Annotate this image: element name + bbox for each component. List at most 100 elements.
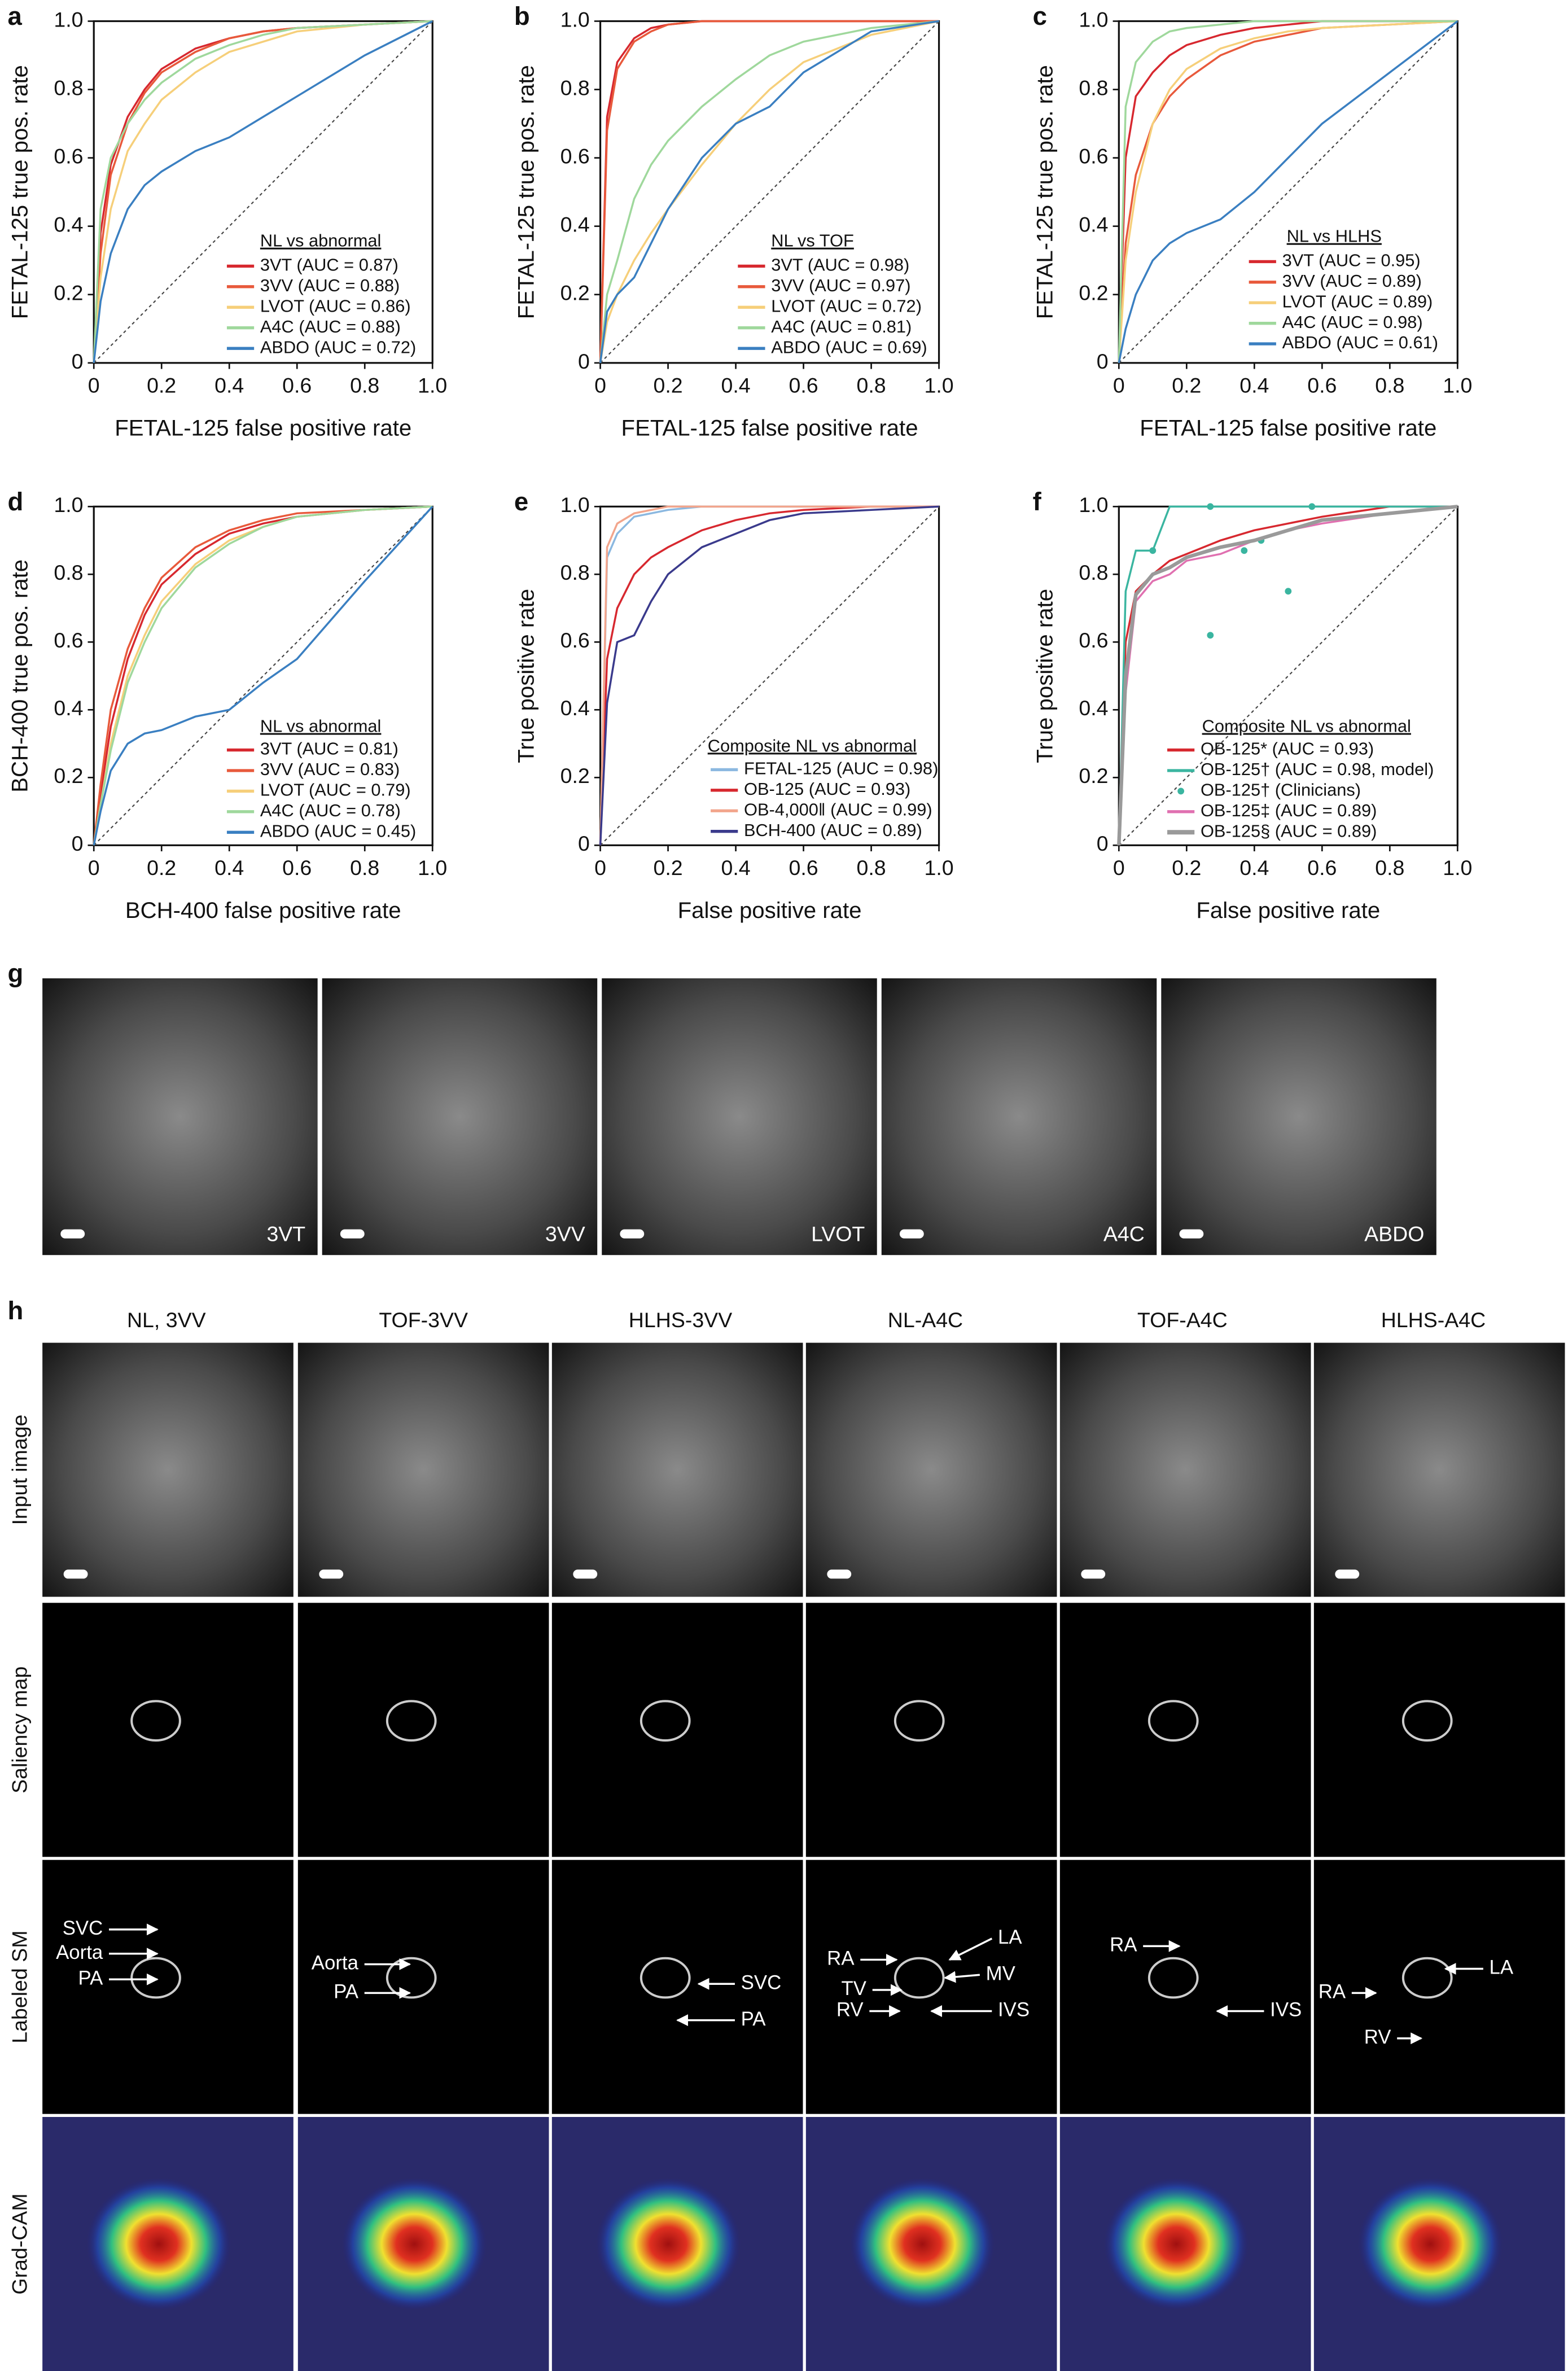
scale-bar bbox=[1179, 1229, 1204, 1239]
legend-label: 3VV (AUC = 0.83) bbox=[260, 759, 400, 779]
legend-label: BCH-400 (AUC = 0.89) bbox=[744, 820, 922, 840]
scale-bar bbox=[573, 1569, 598, 1579]
clinician-point bbox=[1241, 547, 1248, 554]
y-axis-label: FETAL-125 true pos. rate bbox=[514, 65, 539, 319]
x-tick-label: 0.4 bbox=[214, 374, 244, 397]
x-axis-label: BCH-400 false positive rate bbox=[125, 898, 401, 923]
y-tick-label: 0.8 bbox=[1079, 76, 1108, 99]
column-header: NL, 3VV bbox=[127, 1308, 206, 1332]
roc-curve bbox=[599, 20, 939, 364]
x-tick-label: 1.0 bbox=[418, 856, 447, 880]
y-tick-label: 0.2 bbox=[1079, 281, 1108, 305]
roc-curve bbox=[93, 20, 433, 364]
x-tick-label: 0 bbox=[88, 374, 100, 397]
gradcam-heat bbox=[341, 2177, 487, 2311]
scale-bar bbox=[340, 1229, 365, 1239]
annotation-label: TV bbox=[841, 1978, 866, 2000]
x-tick-label: 1.0 bbox=[1443, 374, 1472, 397]
saliency-image bbox=[805, 1860, 1057, 2114]
legend-title: NL vs HLHS bbox=[1287, 226, 1382, 246]
annotation-label: PA bbox=[78, 1967, 103, 1989]
image-label: 3VT bbox=[266, 1222, 305, 1245]
x-tick-label: 0.2 bbox=[1172, 374, 1201, 397]
legend-label: OB-125† (Clinicians) bbox=[1201, 780, 1361, 800]
input-image bbox=[805, 1342, 1057, 1597]
panel-letter: b bbox=[514, 2, 530, 30]
legend-label: A4C (AUC = 0.98) bbox=[1282, 312, 1423, 332]
x-axis-label: FETAL-125 false positive rate bbox=[115, 415, 411, 440]
roc-curve bbox=[599, 505, 939, 846]
legend-label: LVOT (AUC = 0.89) bbox=[1282, 291, 1433, 311]
panel-letter: f bbox=[1033, 487, 1042, 516]
roc-curve bbox=[1118, 20, 1458, 363]
x-tick-label: 0.4 bbox=[721, 374, 750, 397]
annotation-label: SVC bbox=[63, 1917, 103, 1939]
y-tick-label: 0.2 bbox=[1079, 764, 1108, 788]
y-axis-label: FETAL-125 true pos. rate bbox=[7, 65, 32, 319]
annotation-label: LA bbox=[998, 1926, 1022, 1948]
y-tick-label: 0 bbox=[1097, 349, 1109, 373]
x-tick-label: 0 bbox=[594, 856, 606, 880]
x-tick-label: 0.6 bbox=[1307, 374, 1337, 397]
ultrasound-image bbox=[322, 978, 598, 1256]
roc-curve bbox=[93, 506, 433, 846]
diagonal bbox=[599, 506, 940, 846]
annotation-arrow bbox=[944, 1971, 980, 1983]
plot-frame bbox=[93, 505, 433, 846]
image-label: 3VV bbox=[545, 1222, 585, 1245]
legend-label: LVOT (AUC = 0.79) bbox=[260, 780, 411, 800]
clinician-point bbox=[1207, 503, 1214, 510]
y-tick-label: 0.4 bbox=[560, 696, 590, 720]
y-tick-label: 0.4 bbox=[54, 213, 83, 237]
input-image bbox=[551, 1342, 803, 1597]
annotation-arrow bbox=[948, 1937, 993, 1961]
column-header: HLHS-3VV bbox=[629, 1308, 732, 1332]
legend-title: Composite NL vs abnormal bbox=[1202, 716, 1411, 736]
saliency-image bbox=[551, 1603, 803, 1857]
x-tick-label: 0.2 bbox=[653, 856, 682, 880]
annotation-label: RV bbox=[836, 1999, 864, 2021]
y-tick-label: 1.0 bbox=[54, 7, 83, 31]
image-label: ABDO bbox=[1364, 1222, 1424, 1245]
y-tick-label: 0 bbox=[72, 832, 84, 855]
annotation-label: MV bbox=[986, 1962, 1016, 1984]
legend-label: OB-125 (AUC = 0.93) bbox=[744, 779, 910, 799]
y-tick-label: 0.6 bbox=[54, 145, 83, 168]
row-label: Grad-CAM bbox=[8, 2193, 32, 2294]
saliency-image bbox=[42, 1603, 294, 1857]
legend-label: OB-125‡ (AUC = 0.89) bbox=[1201, 800, 1377, 820]
x-tick-label: 1.0 bbox=[924, 856, 953, 880]
scale-bar bbox=[1081, 1569, 1106, 1579]
legend-title: NL vs abnormal bbox=[260, 716, 382, 736]
ultrasound-image bbox=[42, 978, 318, 1256]
saliency-image bbox=[42, 1860, 294, 2114]
x-axis-label: False positive rate bbox=[1196, 898, 1380, 923]
annotation-label: PA bbox=[741, 2008, 767, 2030]
legend-label: ABDO (AUC = 0.45) bbox=[260, 821, 416, 841]
x-tick-label: 0 bbox=[594, 374, 606, 397]
column-header: HLHS-A4C bbox=[1381, 1308, 1486, 1332]
saliency-edge bbox=[640, 1957, 691, 1999]
x-tick-label: 0.4 bbox=[1239, 374, 1269, 397]
legend-label: 3VV (AUC = 0.89) bbox=[1282, 271, 1422, 291]
legend-label: OB-4,000‖ (AUC = 0.99) bbox=[744, 799, 932, 819]
saliency-edge bbox=[894, 1700, 945, 1742]
legend-label: A4C (AUC = 0.81) bbox=[771, 317, 912, 336]
gradcam-heat bbox=[1103, 2177, 1249, 2311]
legend-label: OB-125† (AUC = 0.98, model) bbox=[1201, 759, 1434, 779]
annotation-label: PA bbox=[334, 1981, 359, 2003]
saliency-image bbox=[551, 1860, 803, 2114]
panel-letter: a bbox=[8, 2, 23, 30]
y-tick-label: 0.2 bbox=[54, 764, 83, 788]
x-tick-label: 0.2 bbox=[147, 374, 176, 397]
y-tick-label: 0.8 bbox=[54, 561, 83, 584]
saliency-edge bbox=[386, 1700, 437, 1742]
ultrasound-image bbox=[602, 978, 877, 1256]
roc-curve bbox=[93, 20, 433, 363]
gradcam-heat bbox=[849, 2177, 995, 2311]
clinician-point bbox=[1149, 547, 1157, 554]
legend-label: OB-125§ (AUC = 0.89) bbox=[1201, 821, 1377, 841]
y-tick-label: 0.8 bbox=[560, 561, 590, 584]
annotation-label: RA bbox=[827, 1948, 855, 1970]
